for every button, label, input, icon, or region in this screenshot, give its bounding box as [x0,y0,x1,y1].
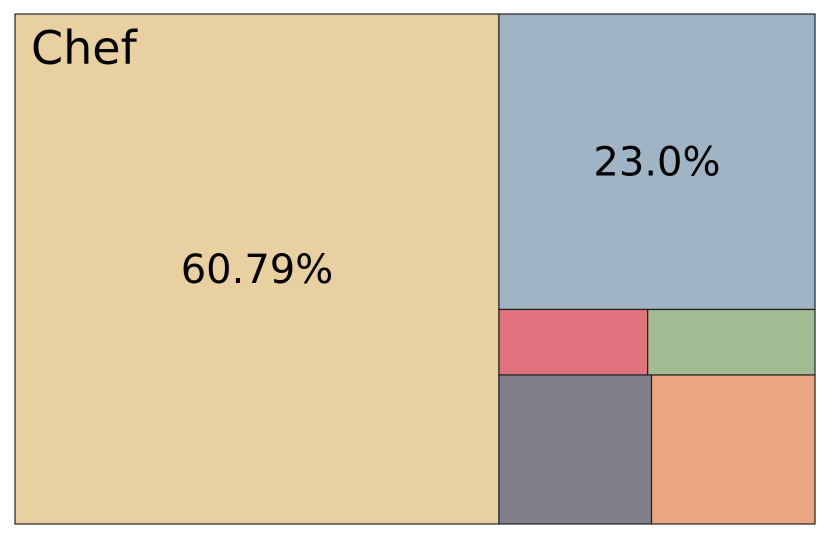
treemap-tile-label-1: 60.79% [181,247,334,293]
treemap-tile-2 [498,13,816,311]
chart-title: Chef [31,21,139,75]
treemap-labels: 60.79% 23.0% [181,140,721,293]
treemap-tile-3 [498,308,649,376]
treemap-tile-4 [647,308,816,376]
treemap-tiles [14,13,816,525]
treemap-tile-5 [498,374,653,525]
treemap-tile-6 [650,374,816,525]
treemap-tile-label-2: 23.0% [593,140,720,186]
treemap-tile-1 [14,13,500,525]
